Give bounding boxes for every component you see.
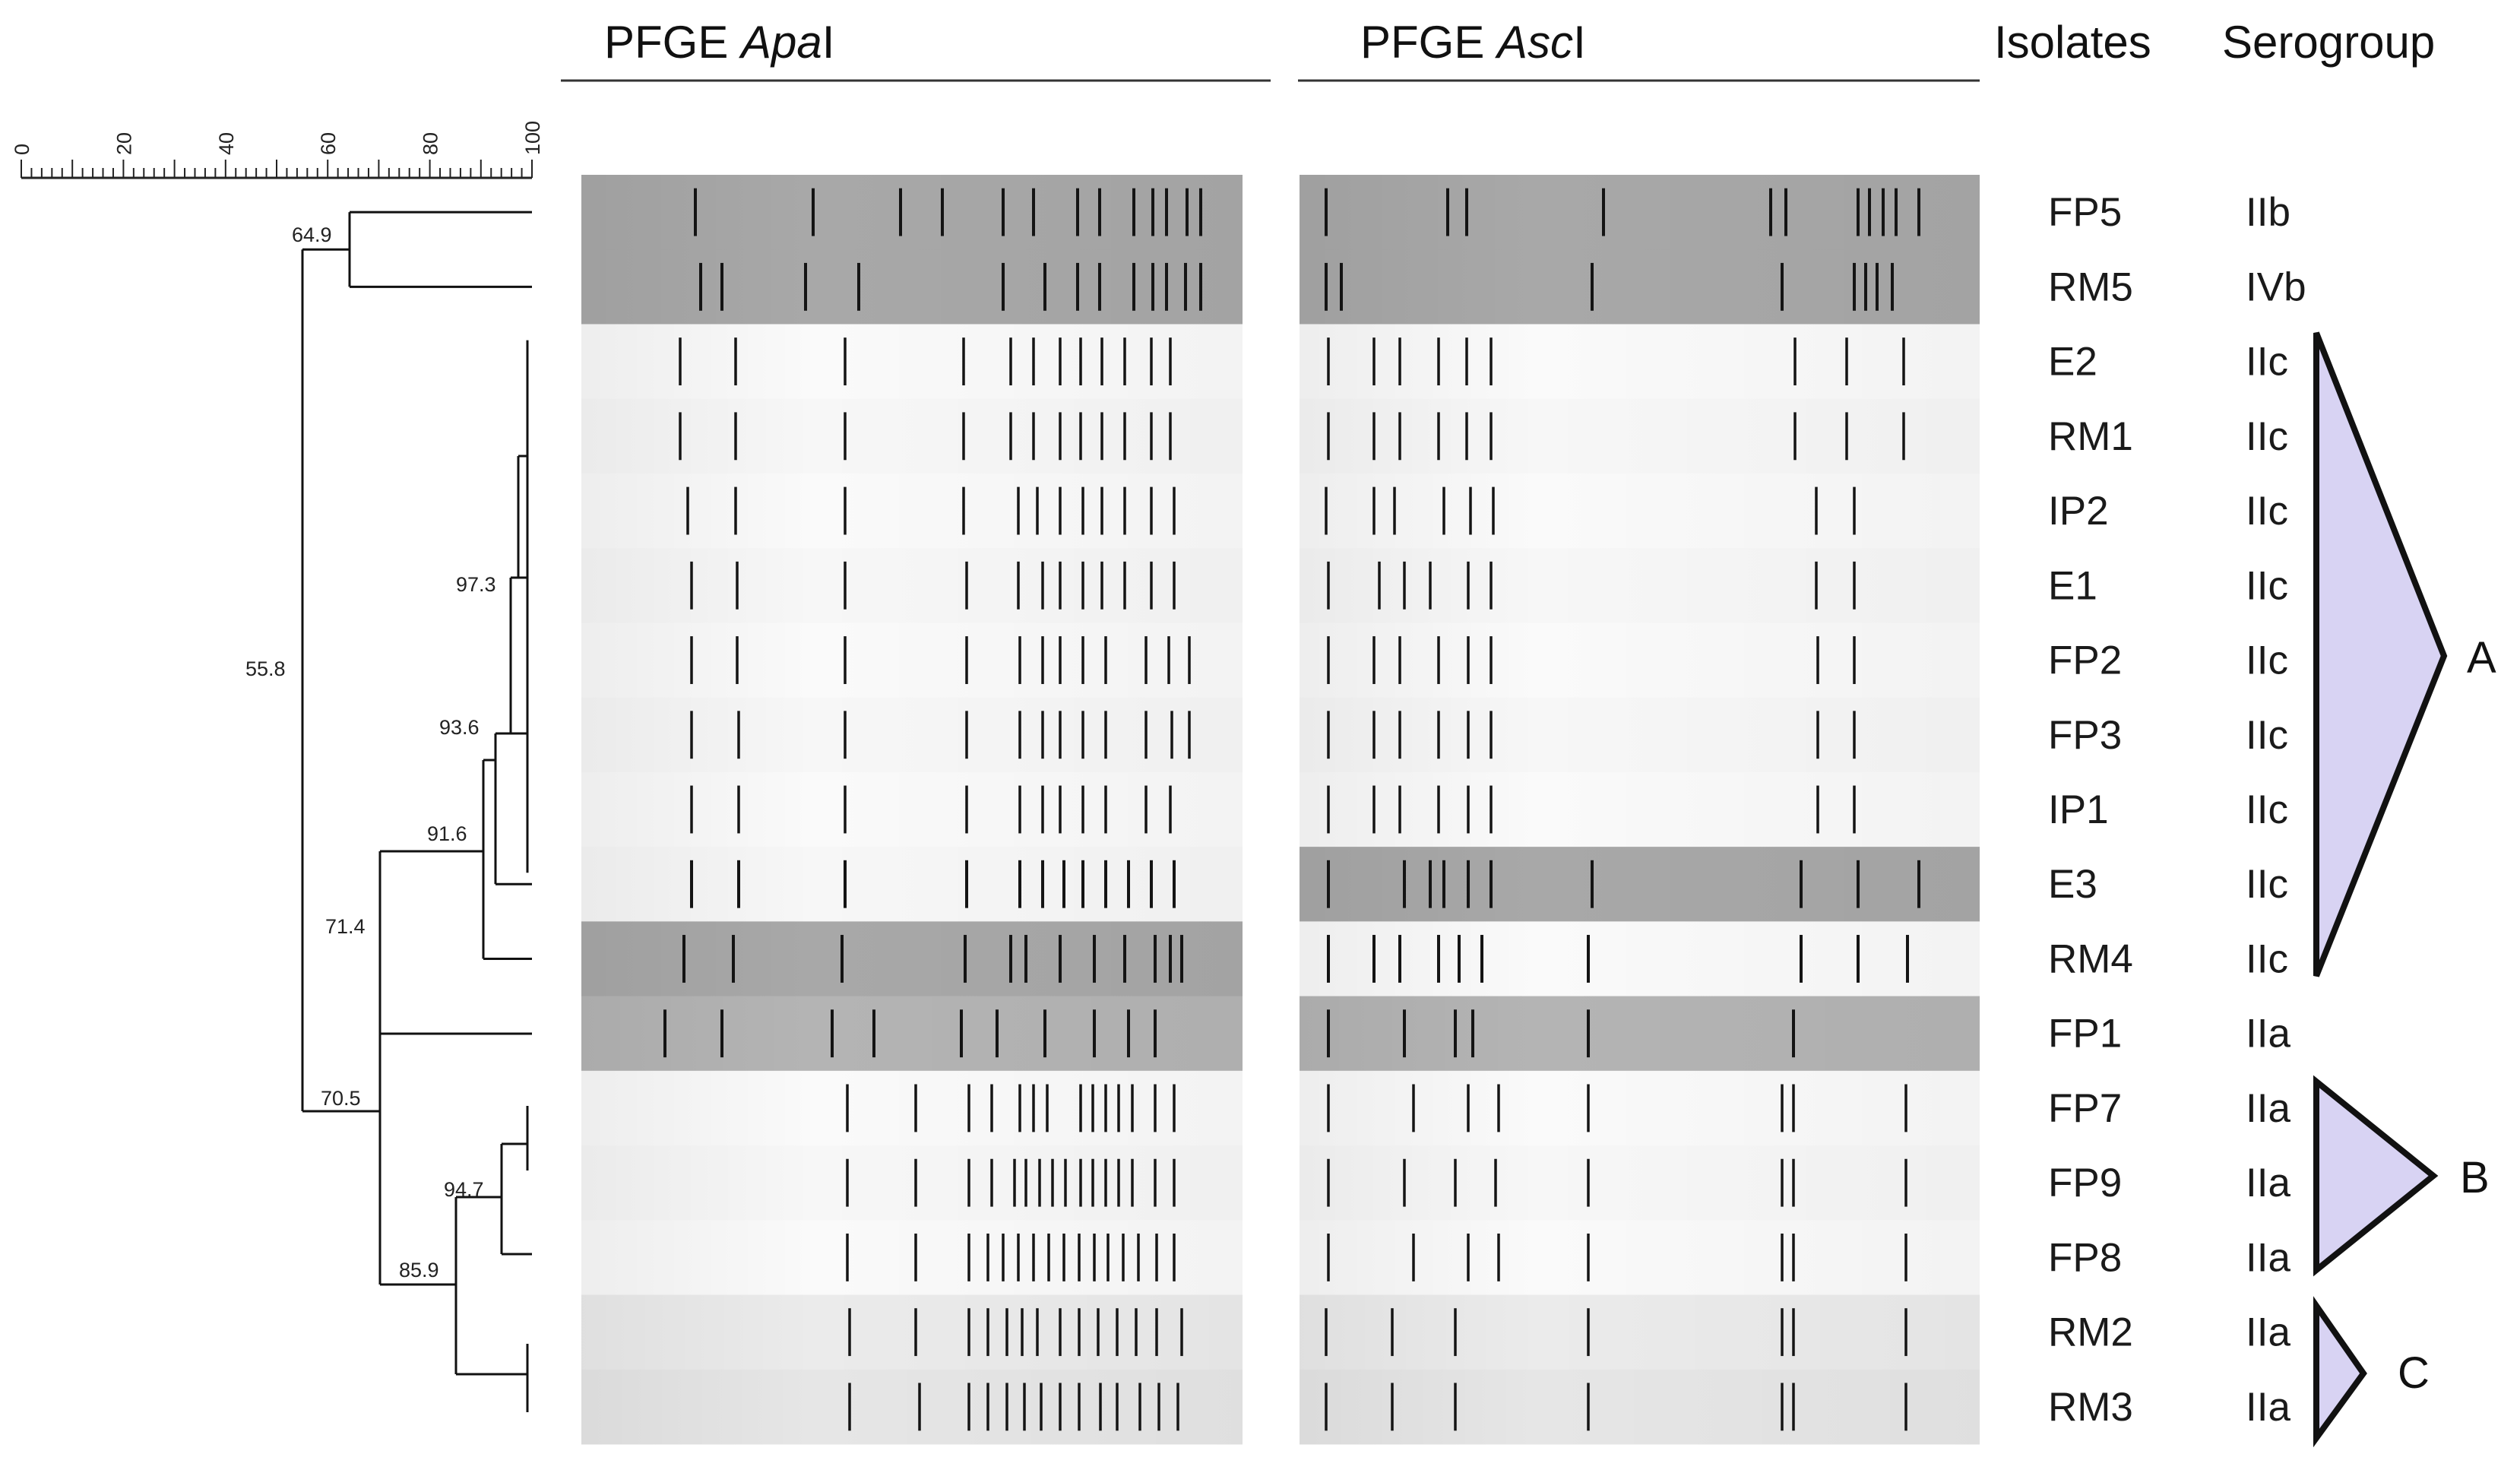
isolate-label: FP9 [2048, 1161, 2122, 1205]
gel-lane-shade [1300, 1369, 1980, 1445]
row-labels: FP5 IIb RM5 IVb E2 IIc RM1 IIc IP2 IIc E1 IIc FP2 IIc… [2048, 190, 2306, 1430]
gel-panel-ascl [1300, 175, 1980, 1445]
serogroup-label: IIa [2246, 1161, 2290, 1205]
isolate-label: E2 [2048, 340, 2097, 385]
gel-lane-shade [1300, 622, 1980, 698]
gel-lane-shade [1300, 1070, 1980, 1146]
gel-lane-shade [581, 1070, 1243, 1146]
serogroup-label: IIa [2246, 1012, 2290, 1056]
group-b-label: B [2460, 1153, 2490, 1202]
scale-tick-label: 40 [215, 132, 238, 155]
node-label-97-3: 97.3 [456, 573, 496, 596]
serogroup-label: IIc [2246, 862, 2288, 907]
gel-lane-shade [1300, 473, 1980, 549]
serogroup-label: IIc [2246, 713, 2288, 758]
serogroup-label: IIa [2246, 1235, 2290, 1280]
gel-lane-shade [581, 398, 1243, 474]
gel-lane-shade [581, 771, 1243, 847]
serogroup-label: IIa [2246, 1086, 2290, 1131]
isolate-label: FP3 [2048, 713, 2122, 758]
serogroup-label: IIc [2246, 414, 2288, 459]
group-a-marker [2313, 331, 2448, 977]
serogroup-label: IIc [2246, 936, 2288, 981]
serogroup-label: IIc [2246, 340, 2288, 385]
gel-lane-shade [581, 1220, 1243, 1296]
isolate-label: RM4 [2048, 936, 2133, 981]
isolate-label: E1 [2048, 563, 2097, 608]
gel-lane-shade [581, 996, 1243, 1072]
gel-lane-shade [1300, 921, 1980, 997]
group-b-marker [2313, 1075, 2439, 1277]
gel-lane-shade [1300, 324, 1980, 400]
serogroup-label: IIc [2246, 638, 2288, 683]
scale-tick-label: 20 [112, 132, 135, 155]
scale-tick-label: 80 [419, 132, 442, 155]
node-label-55-8: 55.8 [245, 657, 286, 680]
group-c-marker [2313, 1296, 2367, 1448]
node-label-85-9: 85.9 [399, 1259, 439, 1281]
gel-lane-shade [581, 921, 1243, 997]
gel-lane-shade [581, 175, 1243, 250]
node-label-93-6: 93.6 [439, 716, 480, 739]
gel-lane-shade [1300, 548, 1980, 623]
node-label-70-5: 70.5 [321, 1087, 361, 1110]
scale-tick-label: 60 [317, 132, 340, 155]
gel-lane-shade [1300, 1294, 1980, 1370]
gel-lane-shade [1300, 1145, 1980, 1221]
group-a-label: A [2467, 633, 2496, 683]
serogroup-label: IIc [2246, 787, 2288, 832]
gel-lane-shade [1300, 996, 1980, 1072]
serogroup-label: IIa [2246, 1310, 2290, 1355]
gel-lane-shade [581, 324, 1243, 400]
isolate-label: FP7 [2048, 1086, 2122, 1131]
gel-lane-shade [581, 1294, 1243, 1370]
serogroup-header: Serogroup [2222, 17, 2435, 68]
group-c-label: C [2398, 1348, 2430, 1398]
isolate-label: FP2 [2048, 638, 2122, 683]
gel-panel-apal [581, 175, 1243, 1445]
serogroup-label: IIc [2246, 489, 2288, 534]
node-label-94-7: 94.7 [444, 1178, 484, 1201]
ascl-header: PFGE AscI [1360, 17, 1586, 68]
isolate-label: E3 [2048, 862, 2097, 907]
isolate-label: RM1 [2048, 414, 2133, 459]
node-label-91-6: 91.6 [427, 822, 467, 845]
gel-lane-shade [581, 1369, 1243, 1445]
gel-lane-shade [1300, 771, 1980, 847]
gel-lane-shade [1300, 1220, 1980, 1296]
isolate-label: RM5 [2048, 265, 2133, 309]
gel-lane-shade [581, 697, 1243, 773]
serogroup-label: IIb [2246, 190, 2290, 235]
isolate-label: FP1 [2048, 1012, 2122, 1056]
gel-lane-shade [581, 622, 1243, 698]
similarity-scale: 0 20 40 60 80 100 [11, 121, 544, 179]
isolate-label: RM2 [2048, 1310, 2133, 1355]
scale-tick-label: 0 [11, 144, 33, 155]
serogroup-label: IVb [2246, 265, 2306, 309]
gel-lane-shade [1300, 847, 1980, 922]
gel-lane-shade [581, 473, 1243, 549]
isolate-label: RM3 [2048, 1385, 2133, 1430]
gel-lane-shade [1300, 697, 1980, 773]
serogroup-label: IIc [2246, 563, 2288, 608]
gel-lane-shade [581, 548, 1243, 623]
gel-lane-shade [581, 1145, 1243, 1221]
node-label-64-9: 64.9 [292, 223, 332, 246]
isolate-label: IP1 [2048, 787, 2109, 832]
gel-lane-shade [581, 847, 1243, 922]
scale-tick-label: 100 [521, 121, 544, 155]
isolate-label: FP5 [2048, 190, 2122, 235]
apal-header: PFGE ApaI [604, 17, 834, 68]
serogroup-label: IIa [2246, 1385, 2290, 1430]
isolate-label: IP2 [2048, 489, 2109, 534]
gel-lane-shade [581, 249, 1243, 325]
gel-lane-shade [1300, 398, 1980, 474]
dendrogram [301, 211, 532, 1412]
isolate-label: FP8 [2048, 1235, 2122, 1280]
node-label-71-4: 71.4 [325, 915, 366, 938]
gel-panels [581, 175, 1980, 1445]
isolates-header: Isolates [1994, 17, 2151, 68]
gel-lane-shade [1300, 175, 1980, 250]
